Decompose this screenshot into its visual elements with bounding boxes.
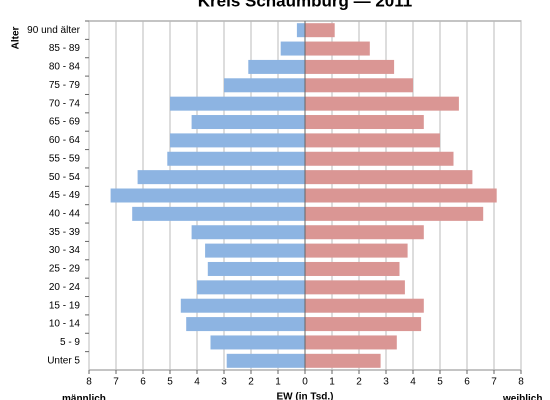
y-tick-label: 50 - 54: [49, 172, 81, 183]
bar: [305, 225, 424, 240]
bar: [305, 261, 400, 276]
x-tick-label: 1: [329, 377, 335, 388]
bar: [305, 23, 335, 38]
x-tick-label: 5: [167, 377, 173, 388]
series-label: männlich: [62, 394, 106, 400]
y-tick-label: 5 - 9: [60, 337, 80, 348]
y-tick-label: 90 und älter: [27, 25, 80, 36]
bar: [248, 59, 305, 74]
y-tick-label: 80 - 84: [49, 62, 81, 73]
x-tick-label: 8: [518, 377, 524, 388]
y-tick-label: 30 - 34: [49, 245, 81, 256]
bar: [191, 115, 305, 130]
y-tick-label: 60 - 64: [49, 135, 81, 146]
x-tick-label: 3: [221, 377, 227, 388]
y-tick-label: 35 - 39: [49, 227, 81, 238]
y-tick-label: Unter 5: [47, 355, 80, 366]
bar: [224, 78, 305, 93]
x-tick-label: 1: [275, 377, 281, 388]
bar: [305, 59, 395, 74]
bar: [305, 298, 424, 313]
y-tick-label: 45 - 49: [49, 190, 81, 201]
y-tick-label: 70 - 74: [49, 98, 81, 109]
y-tick-label: 15 - 19: [49, 300, 81, 311]
bar: [305, 41, 370, 56]
bar: [205, 243, 305, 258]
bar: [180, 298, 305, 313]
x-tick-label: 7: [113, 377, 119, 388]
bar: [305, 96, 459, 111]
bar: [170, 133, 305, 148]
bar: [305, 206, 484, 221]
bar: [305, 115, 424, 130]
x-tick-label: 2: [356, 377, 362, 388]
x-tick-label: 0: [302, 377, 308, 388]
x-tick-label: 4: [410, 377, 416, 388]
y-tick-label: 75 - 79: [49, 80, 81, 91]
y-tick-label: 40 - 44: [49, 209, 81, 220]
x-tick-label: 4: [194, 377, 200, 388]
bar: [197, 280, 305, 295]
y-tick-label: 55 - 59: [49, 153, 81, 164]
bar: [305, 133, 440, 148]
bar: [226, 353, 305, 368]
y-tick-label: 25 - 29: [49, 264, 81, 275]
bar: [305, 335, 397, 350]
x-tick-label: 8: [86, 377, 92, 388]
x-tick-label: 3: [383, 377, 389, 388]
bar: [110, 188, 305, 203]
bar: [305, 353, 381, 368]
y-axis-label: Alter: [11, 27, 22, 50]
bar: [305, 78, 413, 93]
series-label: weiblich: [502, 394, 542, 400]
x-tick-label: 5: [437, 377, 443, 388]
y-tick-label: 85 - 89: [49, 43, 81, 54]
bar: [305, 151, 454, 166]
bar: [210, 335, 305, 350]
bar: [167, 151, 305, 166]
bar: [170, 96, 305, 111]
bar: [280, 41, 305, 56]
bar: [305, 170, 473, 185]
y-tick-label: 65 - 69: [49, 117, 81, 128]
bar: [296, 23, 305, 38]
chart-title: Kreis Schaumburg — 2011: [198, 0, 412, 10]
y-tick-label: 20 - 24: [49, 282, 81, 293]
x-tick-label: 6: [464, 377, 470, 388]
bar: [305, 280, 405, 295]
x-axis-label: EW (in Tsd.): [276, 392, 333, 400]
bar: [186, 317, 305, 332]
bar: [132, 206, 305, 221]
bar: [137, 170, 305, 185]
bar: [305, 317, 422, 332]
x-tick-label: 6: [140, 377, 146, 388]
x-tick-label: 2: [248, 377, 254, 388]
x-tick-label: 7: [491, 377, 497, 388]
bar: [305, 243, 408, 258]
bar: [305, 188, 497, 203]
y-tick-label: 10 - 14: [49, 319, 81, 330]
bar: [191, 225, 305, 240]
bar: [207, 261, 305, 276]
